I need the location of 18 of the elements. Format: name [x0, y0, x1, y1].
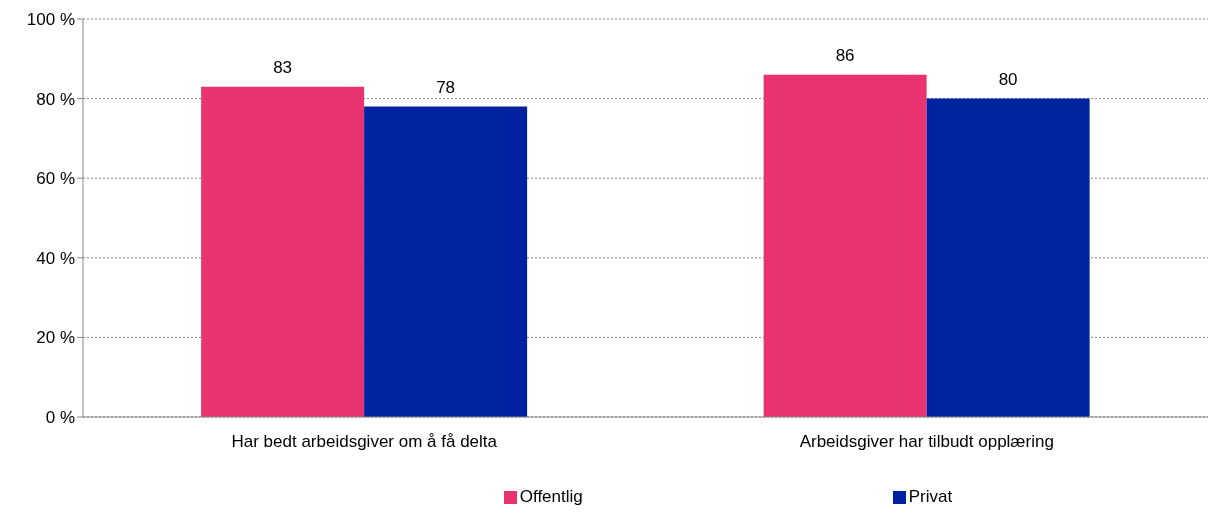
- y-tick-label: 100 %: [26, 10, 75, 30]
- data-label: 78: [436, 77, 456, 97]
- y-tick-label: 40 %: [36, 248, 75, 268]
- data-label: 80: [998, 69, 1018, 89]
- bar: [926, 98, 1090, 417]
- y-tick-label: 60 %: [36, 169, 75, 189]
- legend-label: Privat: [907, 487, 953, 507]
- legend-label: Offentlig: [518, 487, 583, 507]
- bar: [364, 106, 528, 417]
- data-label: 86: [835, 45, 855, 65]
- x-tick-label: Har bedt arbeidsgiver om å få delta: [231, 432, 498, 452]
- y-tick-label: 0 %: [45, 408, 75, 428]
- bar: [763, 74, 927, 417]
- y-tick-label: 80 %: [36, 89, 75, 109]
- data-label: 83: [273, 57, 293, 77]
- y-tick-label: 20 %: [36, 328, 75, 348]
- x-tick-label: Arbeidsgiver har tilbudt opplæring: [799, 432, 1054, 452]
- bar: [201, 86, 365, 417]
